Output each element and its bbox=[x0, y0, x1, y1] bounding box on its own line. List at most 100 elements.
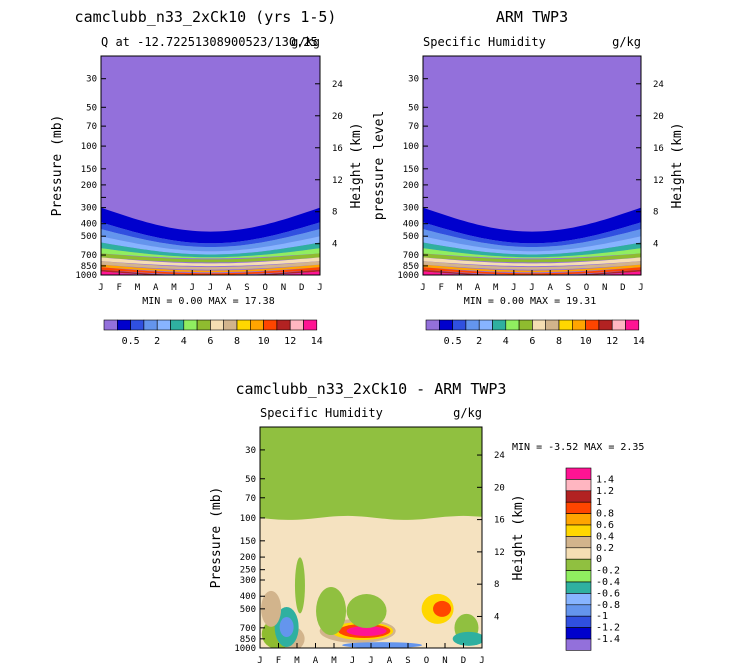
colorbar-label: 12 bbox=[606, 336, 618, 347]
pressure-tick-label: 500 bbox=[403, 232, 419, 242]
colorbar-swatch bbox=[565, 501, 592, 514]
colorbar-swatch bbox=[210, 319, 224, 331]
height-tick-label: 12 bbox=[494, 548, 505, 558]
y2-axis-label: Height (km) bbox=[670, 122, 685, 208]
colorbar-swatch bbox=[196, 319, 211, 331]
colorbar-label: 0.4 bbox=[596, 531, 614, 542]
colorbar-swatch bbox=[565, 604, 592, 617]
pressure-tick-label: 200 bbox=[403, 181, 419, 191]
month-tick-label: A bbox=[153, 283, 159, 293]
colorbar-swatch bbox=[565, 479, 592, 492]
colorbar-swatch bbox=[130, 319, 145, 331]
pressure-tick-label: 100 bbox=[403, 142, 419, 152]
height-tick-label: 8 bbox=[332, 208, 337, 218]
contour-blob bbox=[452, 631, 482, 646]
month-tick-label: M bbox=[331, 656, 337, 666]
colorbar-label: 0.8 bbox=[596, 509, 614, 520]
pressure-tick-label: 700 bbox=[240, 624, 256, 634]
contour-band bbox=[423, 253, 641, 263]
colorbar-label: 1.4 bbox=[596, 474, 614, 485]
height-tick-label: 24 bbox=[494, 451, 505, 461]
colorbar-swatch bbox=[532, 319, 547, 331]
colorbar-label: 8 bbox=[556, 336, 562, 347]
y2-axis-label: Height (km) bbox=[511, 494, 526, 580]
colorbar-swatch bbox=[143, 319, 158, 331]
colorbar-label: 2 bbox=[154, 336, 160, 347]
colorbar-label: 4 bbox=[181, 336, 187, 347]
colorbar-label: -0.6 bbox=[596, 588, 620, 599]
colorbar-label: 10 bbox=[580, 336, 592, 347]
contour-field bbox=[101, 56, 320, 275]
colorbar-label: 14 bbox=[633, 336, 645, 347]
colorbar-swatch bbox=[565, 627, 592, 640]
colorbar-swatch bbox=[478, 319, 493, 331]
colorbar-label: 1.2 bbox=[596, 486, 614, 497]
colorbar-swatch bbox=[289, 319, 304, 331]
min-max-readout: MIN = 0.00 MAX = 17.38 bbox=[142, 296, 274, 307]
colorbar-swatch bbox=[438, 319, 453, 331]
month-tick-label: O bbox=[263, 283, 268, 293]
pressure-tick-label: 400 bbox=[240, 592, 256, 602]
colorbar-swatch bbox=[565, 490, 592, 503]
pressure-tick-label: 150 bbox=[403, 165, 419, 175]
contour-band bbox=[423, 248, 641, 259]
contour-blob bbox=[346, 594, 387, 629]
colorbar-swatch bbox=[236, 319, 251, 331]
month-tick-label: J bbox=[511, 283, 516, 293]
colorbar-label: 0.2 bbox=[596, 543, 614, 554]
colorbar-label: -0.2 bbox=[596, 566, 620, 577]
pressure-tick-label: 300 bbox=[240, 576, 256, 586]
colorbar-label: 0.5 bbox=[122, 336, 140, 347]
contour-band bbox=[101, 242, 320, 258]
colorbar-label: 0.5 bbox=[444, 336, 462, 347]
colorbar-label: 14 bbox=[311, 336, 323, 347]
pressure-tick-label: 70 bbox=[86, 122, 97, 132]
colorbar-swatch bbox=[558, 319, 573, 331]
colorbar-swatch bbox=[263, 319, 278, 331]
pressure-tick-label: 200 bbox=[240, 553, 256, 563]
height-tick-label: 8 bbox=[494, 580, 499, 590]
month-tick-label: J bbox=[529, 283, 534, 293]
month-tick-label: M bbox=[457, 283, 463, 293]
height-tick-label: 20 bbox=[653, 112, 664, 122]
pressure-tick-label: 30 bbox=[408, 75, 419, 85]
pressure-tick-label: 100 bbox=[81, 142, 97, 152]
month-tick-label: M bbox=[171, 283, 177, 293]
colorbar-label: 2 bbox=[476, 336, 482, 347]
height-tick-label: 12 bbox=[653, 176, 664, 186]
month-tick-label: S bbox=[566, 283, 571, 293]
pressure-tick-label: 50 bbox=[86, 103, 97, 113]
pressure-tick-label: 500 bbox=[81, 232, 97, 242]
chart-title: ARM TWP3 bbox=[496, 8, 568, 26]
colorbar-swatch bbox=[571, 319, 586, 331]
pressure-tick-label: 300 bbox=[403, 204, 419, 214]
contour-field bbox=[423, 56, 641, 275]
pressure-tick-label: 700 bbox=[81, 251, 97, 261]
month-tick-label: D bbox=[299, 283, 304, 293]
height-tick-label: 12 bbox=[332, 176, 343, 186]
month-tick-label: J bbox=[317, 283, 322, 293]
colorbar-label: -0.8 bbox=[596, 600, 620, 611]
month-tick-label: A bbox=[475, 283, 481, 293]
y-axis-label: pressure level bbox=[372, 111, 387, 221]
pressure-tick-label: 30 bbox=[245, 446, 256, 456]
colorbar-label: 10 bbox=[258, 336, 270, 347]
colorbar-label: 6 bbox=[207, 336, 213, 347]
pressure-tick-label: 1000 bbox=[397, 271, 419, 281]
colorbar-label: 4 bbox=[503, 336, 509, 347]
contour-band bbox=[101, 248, 320, 259]
colorbar-label: 12 bbox=[284, 336, 296, 347]
colorbar-swatch bbox=[425, 319, 440, 331]
height-tick-label: 4 bbox=[332, 240, 337, 250]
colorbar-swatch bbox=[565, 638, 592, 651]
month-tick-label: O bbox=[584, 283, 589, 293]
colorbar-swatch bbox=[565, 524, 592, 537]
pressure-tick-label: 100 bbox=[240, 514, 256, 524]
month-tick-label: N bbox=[602, 283, 607, 293]
colorbar-swatch bbox=[505, 319, 520, 331]
chart-panel-2: ARM TWP3 Specific Humidity g/kg 30 50 70 100 15… bbox=[372, 8, 685, 347]
month-tick-label: J bbox=[479, 656, 484, 666]
pressure-tick-label: 850 bbox=[240, 635, 256, 645]
month-tick-label: M bbox=[135, 283, 141, 293]
contour-blob bbox=[279, 617, 294, 638]
